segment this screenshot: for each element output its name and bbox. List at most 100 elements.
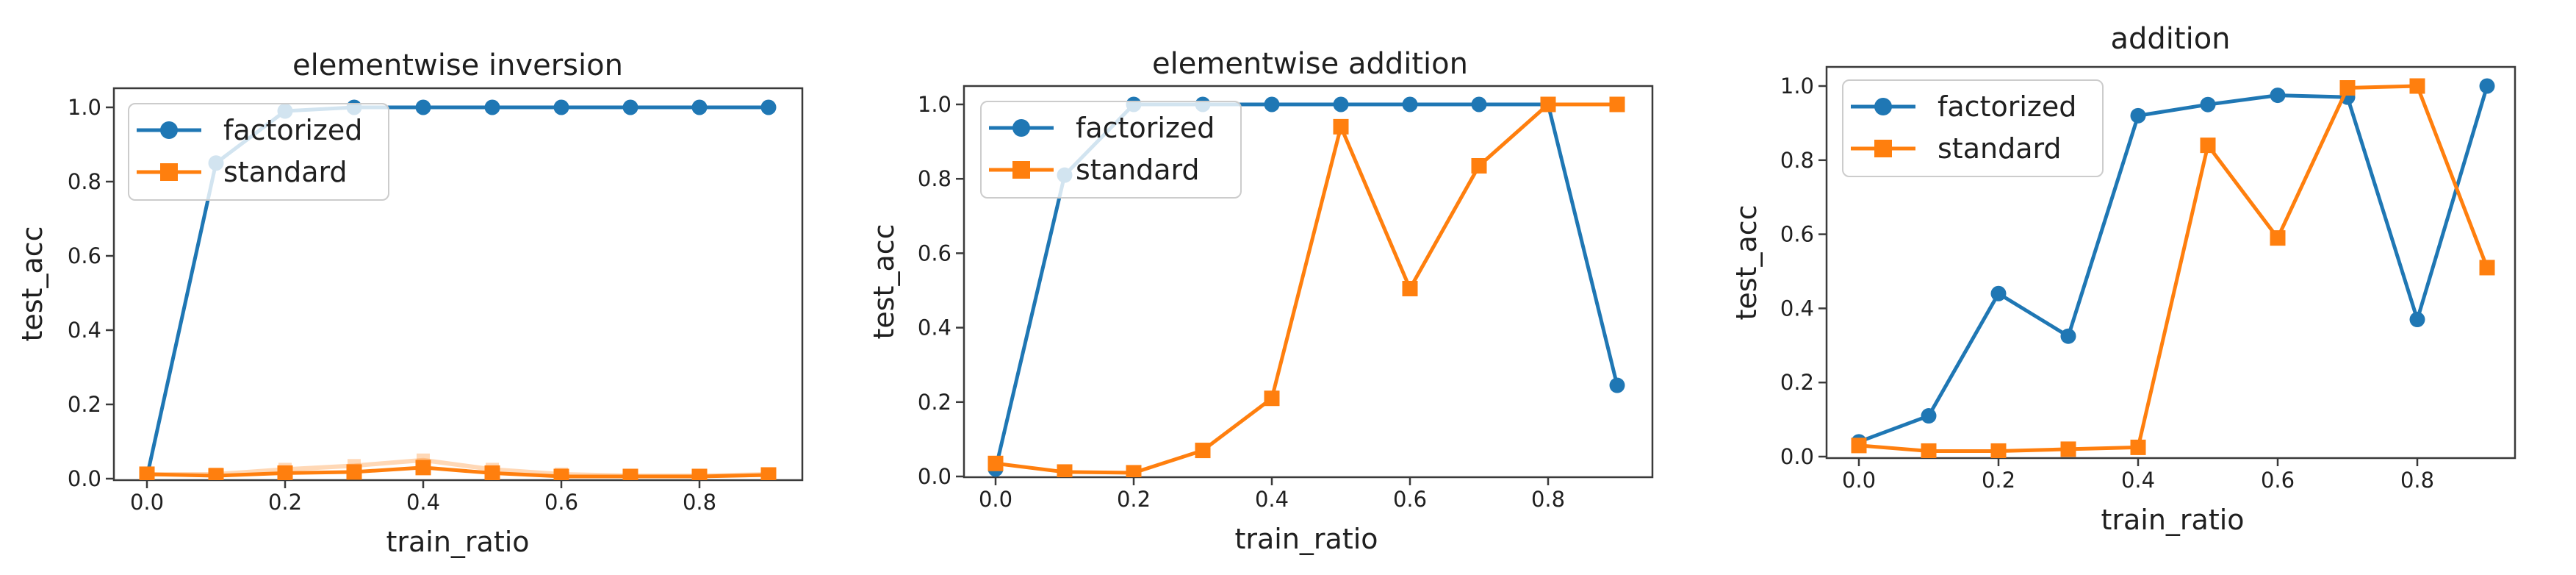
series-line-factorized [1857, 84, 2489, 444]
y-tick-label: 0.0 [68, 466, 101, 491]
legend-square-marker-icon [160, 163, 178, 181]
plot-area [1851, 78, 2495, 458]
series-marker-standard [553, 468, 569, 480]
x-tick-label: 0.4 [2121, 468, 2155, 493]
legend: factorized standard [980, 101, 1242, 199]
x-tick-label: 0.6 [544, 490, 578, 515]
legend-entry-label: standard [1076, 154, 1200, 186]
series-marker-standard [1195, 443, 1211, 459]
series-line-standard [145, 465, 771, 479]
series-marker-factorized [691, 99, 708, 115]
series-marker-factorized [553, 99, 569, 115]
x-axis-label: train_ratio [386, 526, 529, 558]
series-marker-factorized [2409, 312, 2425, 328]
chart-elementwise-inversion-svg: elementwise inversion train_ratio test_a… [16, 49, 804, 558]
legend: factorized standard [128, 103, 389, 201]
series-marker-standard [1402, 280, 1418, 296]
series-marker-factorized [1402, 96, 1418, 113]
series-marker-standard [2479, 260, 2495, 276]
legend-circle-marker-icon [160, 121, 178, 139]
y-tick-label: 1.0 [1780, 74, 1814, 99]
legend-circle-marker-icon [1874, 98, 1892, 115]
series-marker-standard [208, 468, 224, 480]
series-marker-standard [1471, 157, 1487, 174]
y-tick-label: 0.6 [68, 243, 101, 268]
y-axis-label: test_acc [1730, 204, 1763, 320]
series-marker-standard [1990, 443, 2007, 458]
y-tick-label: 0.8 [1780, 148, 1814, 173]
plot-border [1825, 65, 2516, 460]
chart-addition: addition train_ratio test_acc 0.0 0.2 0.4 0… [1717, 0, 2576, 575]
legend-entry-label: standard [223, 156, 348, 188]
x-tick-label: 0.4 [406, 490, 440, 515]
series-marker-factorized [1609, 377, 1625, 393]
y-tick-label: 0.6 [1780, 222, 1814, 247]
series-marker-factorized [2270, 88, 2286, 104]
series-marker-factorized [1990, 285, 2007, 301]
x-tick-label: 0.6 [1393, 487, 1427, 512]
series-marker-factorized [1333, 96, 1349, 113]
series-marker-factorized [2130, 107, 2146, 124]
x-tick-label: 0.8 [1531, 487, 1565, 512]
series-marker-factorized [2479, 78, 2495, 94]
series-marker-standard [1540, 96, 1556, 113]
series-marker-standard [1264, 390, 1280, 407]
series-marker-standard [1333, 118, 1349, 135]
series-marker-standard [987, 455, 1004, 471]
plot-border [963, 85, 1654, 479]
series-marker-standard [2339, 80, 2356, 96]
series-marker-standard [1609, 96, 1625, 113]
series-marker-standard [691, 468, 708, 480]
series-marker-factorized [415, 99, 431, 115]
series-marker-standard [2270, 230, 2286, 246]
x-tick-label: 0.8 [683, 490, 716, 515]
x-tick-label: 0.8 [2400, 468, 2434, 493]
series-marker-factorized [622, 99, 638, 115]
x-tick-label: 0.0 [130, 490, 164, 515]
x-tick-label: 0.0 [979, 487, 1012, 512]
chart-title: elementwise addition [1152, 47, 1468, 81]
x-tick-label: 0.6 [2261, 468, 2295, 493]
x-tick-label: 0.4 [1255, 487, 1289, 512]
y-tick-label: 0.2 [1780, 370, 1814, 395]
y-axis-label: test_acc [16, 226, 48, 341]
series-marker-standard [1921, 443, 1937, 458]
y-axis-label: test_acc [868, 224, 900, 339]
x-tick-label: 0.2 [1117, 487, 1151, 512]
series-marker-standard [622, 468, 638, 480]
y-tick-label: 1.0 [68, 95, 101, 120]
series-line-standard [1857, 84, 2489, 453]
legend-square-marker-icon [1874, 140, 1892, 157]
plot-border [112, 87, 804, 482]
chart-elementwise-addition: elementwise addition train_ratio test_ac… [859, 0, 1717, 575]
x-tick-label: 0.2 [268, 490, 302, 515]
series-marker-factorized [1921, 408, 1937, 424]
series-line-standard [993, 102, 1619, 475]
legend-box [980, 101, 1242, 199]
y-tick-label: 1.0 [918, 92, 951, 117]
chart-title: addition [2110, 22, 2230, 56]
legend-circle-marker-icon [1012, 119, 1030, 137]
series-marker-standard [2130, 439, 2146, 455]
series-marker-standard [277, 465, 293, 480]
series-marker-factorized [1264, 96, 1280, 113]
y-tick-label: 0.6 [918, 240, 951, 265]
x-axis-label: train_ratio [1234, 523, 1378, 555]
series-marker-factorized [2060, 328, 2076, 344]
legend-entry-label: factorized [1938, 90, 2076, 123]
y-tick-label: 0.4 [68, 318, 101, 343]
series-marker-standard [2409, 78, 2425, 94]
y-tick-label: 0.8 [918, 166, 951, 191]
series-marker-standard [1126, 465, 1142, 477]
series-marker-standard [2200, 138, 2216, 154]
chart-addition-svg: addition train_ratio test_acc 0.0 0.2 0.4 0… [1730, 22, 2516, 536]
series-marker-standard [760, 467, 777, 480]
series-marker-standard [139, 466, 155, 480]
x-tick-label: 0.0 [1842, 468, 1876, 493]
y-tick-label: 0.4 [1780, 296, 1814, 321]
legend-entry-label: factorized [1076, 112, 1215, 144]
series-marker-standard [1851, 438, 1867, 454]
x-axis-label: train_ratio [2101, 504, 2244, 536]
y-tick-label: 0.0 [1780, 444, 1814, 469]
